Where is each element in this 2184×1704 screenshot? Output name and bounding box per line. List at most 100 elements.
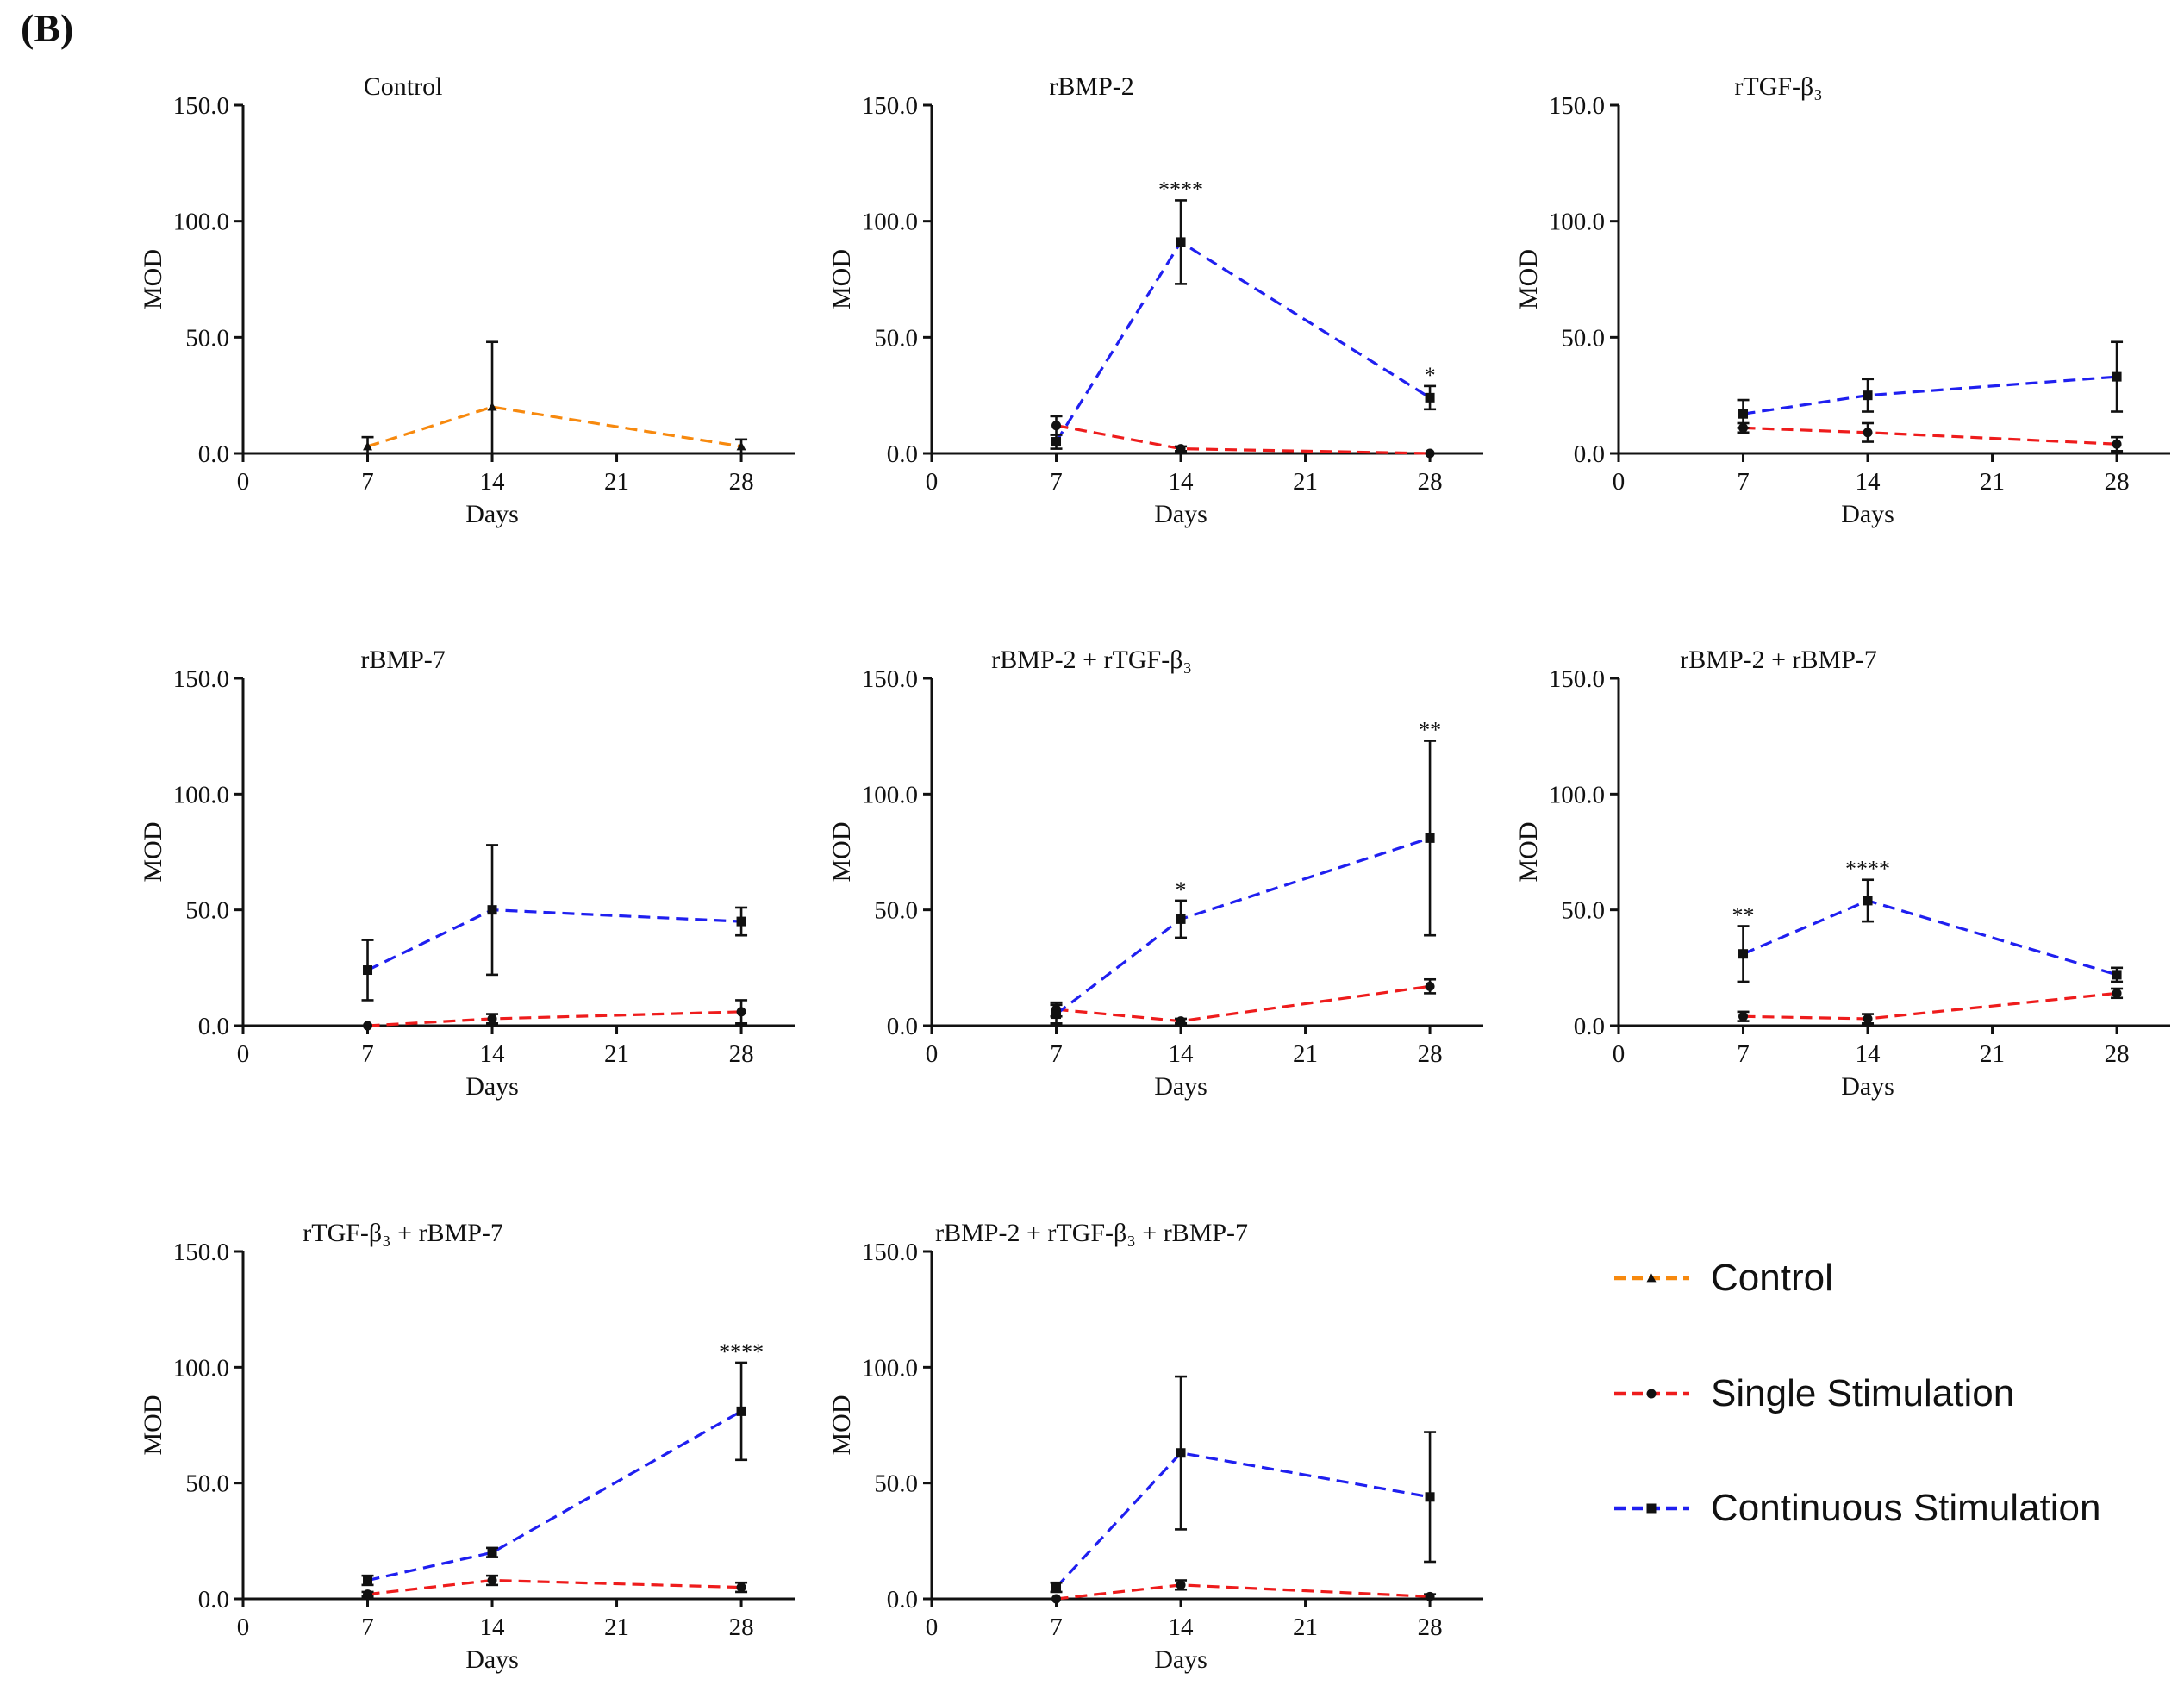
series-line <box>1743 375 2118 415</box>
data-point <box>1176 237 1186 247</box>
series-single-stimulation <box>363 999 748 1031</box>
y-axis-label: MOD <box>827 821 856 882</box>
series-continuous-stimulation <box>1050 1375 1437 1594</box>
data-point <box>1176 1016 1186 1027</box>
data-point <box>2112 970 2122 980</box>
data-point <box>1425 392 1435 403</box>
data-point <box>487 905 497 915</box>
data-point <box>2112 439 2122 449</box>
data-point <box>2112 371 2122 382</box>
series-line <box>1743 426 2118 446</box>
series-continuous-stimulation <box>1050 199 1437 450</box>
x-tick-label: 14 <box>480 1613 506 1641</box>
chart-title: rTGF-β₃ + rBMP-7 <box>303 1219 503 1247</box>
data-point <box>736 1007 746 1017</box>
legend-marker <box>1646 1273 1657 1283</box>
y-tick-label: 50.0 <box>185 1470 229 1498</box>
x-tick-label: 0 <box>237 1613 250 1641</box>
data-point <box>1051 1009 1062 1020</box>
data-point <box>1051 1582 1062 1593</box>
x-tick-label: 7 <box>1050 1040 1063 1068</box>
legend-label: Control <box>1711 1257 1833 1299</box>
x-tick-label: 0 <box>926 1040 939 1068</box>
y-tick-label: 0.0 <box>887 440 918 468</box>
series-single-stimulation <box>1050 415 1435 459</box>
series-line <box>1743 991 2118 1021</box>
chart-panel-1: Control 0.0 50.0 100.0 150.0 0 7 14 21 28 Days MOD <box>139 72 795 528</box>
y-axis-label: MOD <box>1514 249 1543 309</box>
data-point <box>363 441 373 451</box>
data-point <box>1738 1011 1749 1021</box>
x-tick-label: 14 <box>1169 468 1195 496</box>
data-point <box>487 402 497 411</box>
data-point <box>736 916 746 927</box>
significance-marker: **** <box>1158 177 1203 202</box>
x-tick-label: 28 <box>2105 468 2130 496</box>
legend-marker <box>1646 1389 1657 1399</box>
data-point <box>363 1576 373 1586</box>
x-tick-label: 21 <box>1293 1613 1318 1641</box>
x-tick-label: 0 <box>237 1040 250 1068</box>
x-tick-label: 21 <box>1293 468 1318 496</box>
series-line <box>1056 984 1431 1023</box>
y-tick-label: 50.0 <box>874 324 918 352</box>
significance-marker: **** <box>719 1339 764 1364</box>
x-tick-label: 7 <box>1050 1613 1063 1641</box>
x-tick-label: 14 <box>480 468 506 496</box>
x-tick-label: 7 <box>361 468 374 496</box>
y-tick-label: 150.0 <box>862 665 918 693</box>
data-point <box>1425 1492 1435 1502</box>
series-line <box>367 1409 742 1582</box>
x-tick-label: 7 <box>1737 1040 1750 1068</box>
chart-panel-6: rBMP-2 + rBMP-7 0.0 50.0 100.0 150.0 0 7 14 21 28… <box>1514 646 2170 1101</box>
data-point <box>2112 988 2122 998</box>
data-point <box>1051 437 1062 447</box>
chart-title: rBMP-7 <box>360 646 445 674</box>
y-axis-label: MOD <box>139 821 167 882</box>
data-point <box>363 1589 373 1600</box>
data-point <box>1425 1591 1435 1601</box>
x-tick-label: 28 <box>1418 468 1443 496</box>
y-tick-label: 100.0 <box>1549 209 1605 236</box>
series-line <box>1056 1583 1431 1601</box>
series-single-stimulation <box>1051 1579 1437 1604</box>
chart-title: rBMP-2 + rTGF-β₃ <box>991 646 1192 674</box>
chart-title: rBMP-2 <box>1049 72 1133 101</box>
data-point <box>363 965 373 976</box>
x-tick-label: 7 <box>1050 468 1063 496</box>
data-point <box>1176 444 1186 454</box>
data-point <box>736 441 746 451</box>
series-continuous-stimulation <box>1737 878 2124 983</box>
x-axis-label: Days <box>1841 1072 1894 1101</box>
significance-marker: **** <box>1845 857 1890 882</box>
y-tick-label: 100.0 <box>173 781 229 808</box>
series-single-stimulation <box>1737 421 2124 453</box>
series-line <box>1055 1451 1431 1589</box>
series-continuous-stimulation <box>1050 740 1437 1025</box>
x-tick-label: 28 <box>729 468 754 496</box>
x-tick-label: 28 <box>1418 1613 1443 1641</box>
x-axis-label: Days <box>465 1072 519 1101</box>
y-tick-label: 0.0 <box>1574 1013 1605 1040</box>
legend-label: Single Stimulation <box>1711 1372 2014 1414</box>
series-line <box>1742 899 2118 977</box>
significance-marker: ** <box>1419 718 1441 743</box>
x-tick-label: 14 <box>1856 468 1881 496</box>
data-point <box>363 1021 373 1031</box>
data-point <box>1176 1448 1186 1458</box>
data-point <box>487 1547 497 1557</box>
y-tick-label: 0.0 <box>1574 440 1605 468</box>
x-tick-label: 0 <box>1613 1040 1626 1068</box>
y-tick-label: 150.0 <box>173 665 229 693</box>
x-tick-label: 0 <box>926 468 939 496</box>
x-tick-label: 14 <box>480 1040 506 1068</box>
x-tick-label: 21 <box>604 468 629 496</box>
data-point <box>736 1582 746 1593</box>
legend: Control Single Stimulation Continuous Stim… <box>1614 1257 2100 1529</box>
y-tick-label: 0.0 <box>198 1013 229 1040</box>
data-point <box>1863 428 1873 438</box>
y-tick-label: 150.0 <box>862 92 918 120</box>
y-tick-label: 100.0 <box>173 1354 229 1382</box>
chart-title: rBMP-2 + rBMP-7 <box>1680 646 1877 674</box>
